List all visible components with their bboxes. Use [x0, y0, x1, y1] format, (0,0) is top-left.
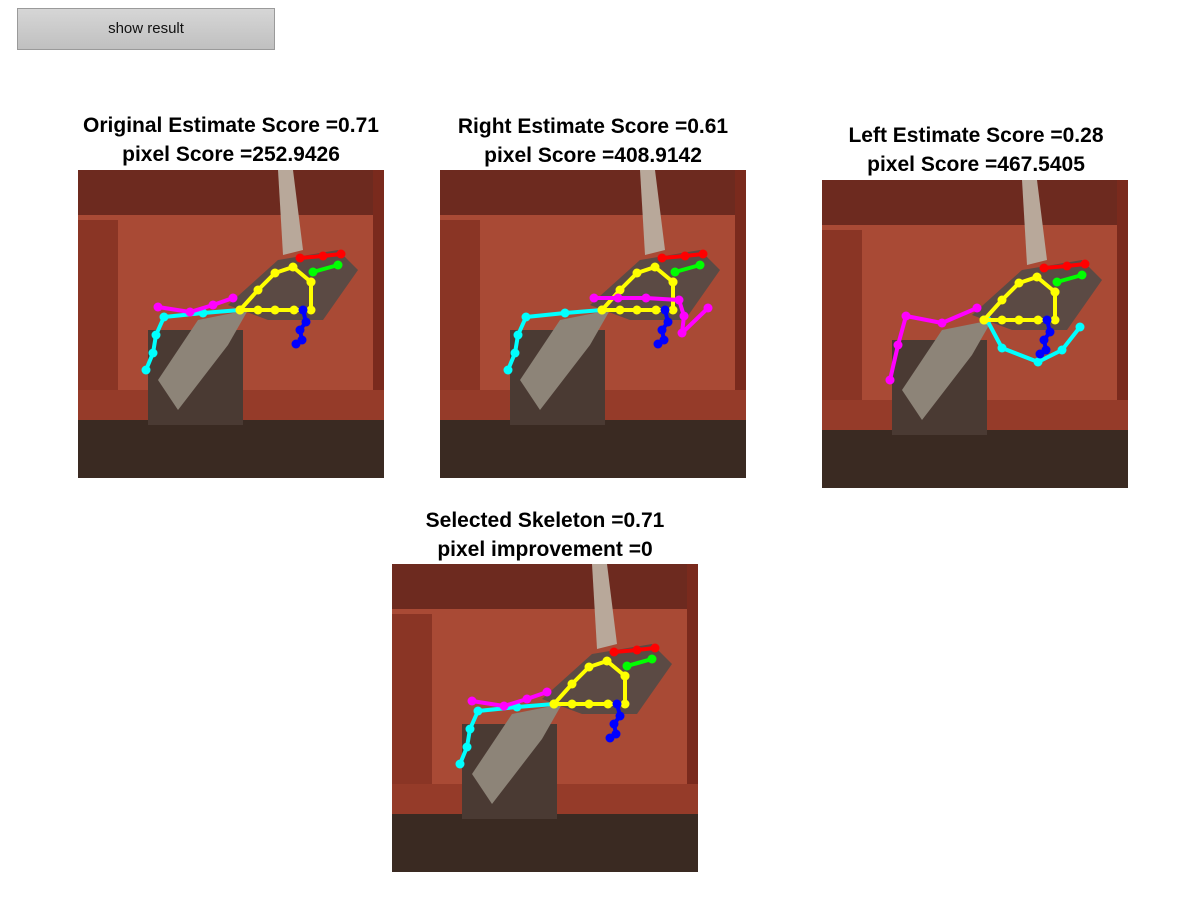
- show-result-button[interactable]: show result: [17, 8, 275, 50]
- skeleton-right-arm: [291, 305, 311, 349]
- skeleton-right-arm: [1035, 315, 1055, 359]
- skeleton-right-arm: [653, 305, 673, 349]
- photo-canvas: [392, 564, 698, 872]
- original-score-label: Original Estimate Score =0.71: [83, 114, 379, 137]
- skeleton-head: [657, 249, 708, 263]
- skeleton-right-arm: [605, 699, 625, 743]
- skeleton-neck: [308, 260, 343, 277]
- skeleton-neck: [622, 654, 657, 671]
- skeleton-head: [609, 643, 660, 657]
- original-pixel-score-label: pixel Score =252.9426: [122, 143, 340, 166]
- skeleton-legs: [503, 305, 607, 375]
- photo-canvas: [440, 170, 746, 478]
- skeleton-left-arm: [153, 293, 238, 317]
- right-title: Right Estimate Score =0.61 pixel Score =…: [424, 112, 762, 170]
- left-estimate-image: [822, 180, 1128, 488]
- left-score-label: Left Estimate Score =0.28: [848, 124, 1104, 147]
- left-pixel-score-label: pixel Score =467.5405: [867, 153, 1085, 176]
- original-title: Original Estimate Score =0.71 pixel Scor…: [62, 111, 400, 169]
- skeleton-head: [1039, 259, 1090, 273]
- skeleton-left-arm: [885, 303, 982, 385]
- right-estimate-image: [440, 170, 746, 478]
- skeleton-head: [295, 249, 346, 263]
- photo-canvas: [78, 170, 384, 478]
- right-pixel-score-label: pixel Score =408.9142: [484, 144, 702, 167]
- selected-score-label: Selected Skeleton =0.71: [425, 509, 665, 532]
- selected-pixel-improvement-label: pixel improvement =0: [437, 538, 653, 561]
- skeleton-legs: [141, 305, 245, 375]
- right-score-label: Right Estimate Score =0.61: [457, 115, 729, 138]
- original-estimate-image: [78, 170, 384, 478]
- skeleton-neck: [1052, 270, 1087, 287]
- left-title: Left Estimate Score =0.28 pixel Score =4…: [807, 121, 1145, 179]
- selected-title: Selected Skeleton =0.71 pixel improvemen…: [376, 506, 714, 564]
- photo-canvas: [822, 180, 1128, 488]
- selected-skeleton-image: [392, 564, 698, 872]
- skeleton-neck: [670, 260, 705, 277]
- skeleton-torso: [549, 656, 630, 709]
- skeleton-left-arm: [589, 293, 713, 338]
- skeleton-left-arm: [467, 687, 552, 711]
